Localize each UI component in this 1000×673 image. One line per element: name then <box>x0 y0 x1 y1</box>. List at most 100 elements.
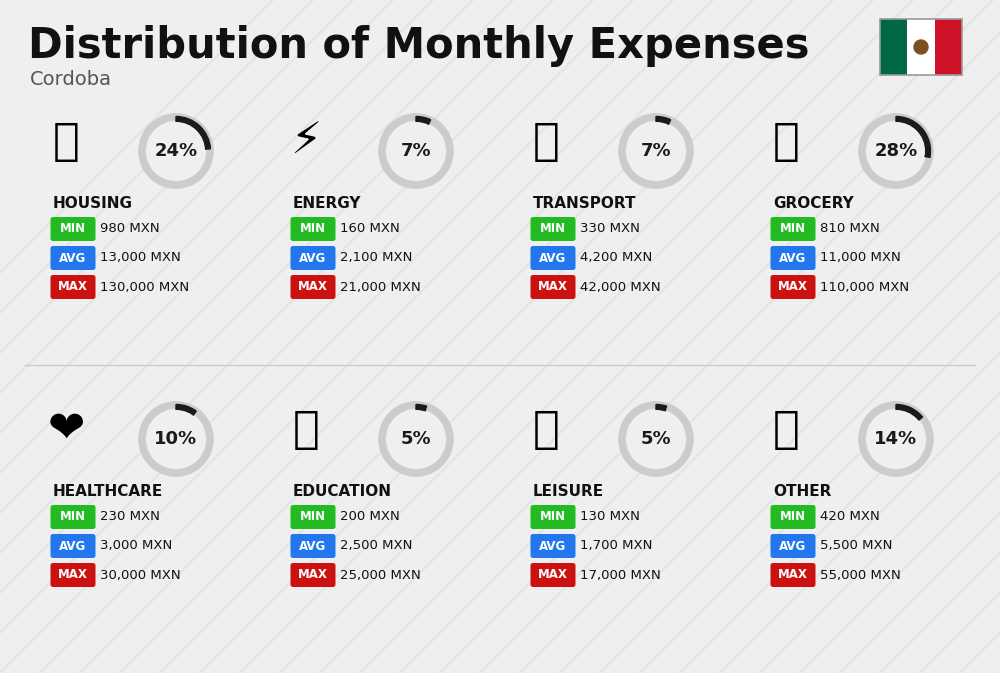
FancyBboxPatch shape <box>290 534 336 558</box>
Text: HOUSING: HOUSING <box>53 196 133 211</box>
Text: ENERGY: ENERGY <box>293 196 362 211</box>
FancyBboxPatch shape <box>290 275 336 299</box>
Text: 11,000 MXN: 11,000 MXN <box>820 252 901 264</box>
FancyBboxPatch shape <box>530 275 576 299</box>
Text: ⚡: ⚡ <box>290 120 322 162</box>
Bar <box>935 19 962 75</box>
FancyBboxPatch shape <box>770 275 816 299</box>
Text: AVG: AVG <box>59 540 87 553</box>
FancyBboxPatch shape <box>290 505 336 529</box>
Text: 13,000 MXN: 13,000 MXN <box>100 252 181 264</box>
Text: 160 MXN: 160 MXN <box>340 223 400 236</box>
FancyBboxPatch shape <box>50 217 96 241</box>
Text: 130,000 MXN: 130,000 MXN <box>100 281 189 293</box>
Text: 🚌: 🚌 <box>533 120 559 162</box>
Text: 24%: 24% <box>154 142 198 160</box>
Text: 💰: 💰 <box>773 407 799 450</box>
Text: 4,200 MXN: 4,200 MXN <box>580 252 652 264</box>
Text: Distribution of Monthly Expenses: Distribution of Monthly Expenses <box>28 25 810 67</box>
Text: 980 MXN: 980 MXN <box>100 223 160 236</box>
Text: MIN: MIN <box>300 511 326 524</box>
Text: AVG: AVG <box>299 252 327 264</box>
Circle shape <box>914 40 928 54</box>
Text: 55,000 MXN: 55,000 MXN <box>820 569 901 581</box>
Text: AVG: AVG <box>779 540 807 553</box>
Text: 200 MXN: 200 MXN <box>340 511 400 524</box>
Wedge shape <box>416 404 427 411</box>
Circle shape <box>147 410 205 468</box>
Text: 3,000 MXN: 3,000 MXN <box>100 540 172 553</box>
Text: 130 MXN: 130 MXN <box>580 511 640 524</box>
FancyBboxPatch shape <box>50 246 96 270</box>
Text: TRANSPORT: TRANSPORT <box>533 196 637 211</box>
FancyBboxPatch shape <box>530 534 576 558</box>
Text: AVG: AVG <box>539 540 567 553</box>
FancyBboxPatch shape <box>50 505 96 529</box>
Text: MAX: MAX <box>538 281 568 293</box>
FancyBboxPatch shape <box>770 246 816 270</box>
Wedge shape <box>416 116 431 125</box>
Text: AVG: AVG <box>779 252 807 264</box>
Text: 🏢: 🏢 <box>53 120 79 162</box>
Wedge shape <box>656 116 671 125</box>
Text: MAX: MAX <box>538 569 568 581</box>
Text: 42,000 MXN: 42,000 MXN <box>580 281 661 293</box>
Wedge shape <box>176 116 210 149</box>
Circle shape <box>387 410 445 468</box>
Text: Cordoba: Cordoba <box>30 70 112 89</box>
Text: 110,000 MXN: 110,000 MXN <box>820 281 909 293</box>
FancyBboxPatch shape <box>770 563 816 587</box>
Text: 2,500 MXN: 2,500 MXN <box>340 540 412 553</box>
Circle shape <box>867 410 925 468</box>
Text: 10%: 10% <box>154 430 198 448</box>
Text: 🎓: 🎓 <box>293 407 319 450</box>
Text: 2,100 MXN: 2,100 MXN <box>340 252 412 264</box>
Circle shape <box>627 410 685 468</box>
Bar <box>907 19 935 75</box>
FancyBboxPatch shape <box>530 505 576 529</box>
Text: MIN: MIN <box>60 511 86 524</box>
Text: 21,000 MXN: 21,000 MXN <box>340 281 421 293</box>
Text: 25,000 MXN: 25,000 MXN <box>340 569 421 581</box>
FancyBboxPatch shape <box>770 505 816 529</box>
Text: MAX: MAX <box>298 281 328 293</box>
Text: 1,700 MXN: 1,700 MXN <box>580 540 652 553</box>
Wedge shape <box>176 404 196 415</box>
Text: AVG: AVG <box>299 540 327 553</box>
Text: 🛍: 🛍 <box>533 407 559 450</box>
Text: 28%: 28% <box>874 142 918 160</box>
Text: 17,000 MXN: 17,000 MXN <box>580 569 661 581</box>
Text: 420 MXN: 420 MXN <box>820 511 880 524</box>
Text: AVG: AVG <box>59 252 87 264</box>
Bar <box>880 19 907 75</box>
Text: 7%: 7% <box>401 142 431 160</box>
Text: LEISURE: LEISURE <box>533 484 604 499</box>
Text: 810 MXN: 810 MXN <box>820 223 880 236</box>
FancyBboxPatch shape <box>530 217 576 241</box>
Text: 🛒: 🛒 <box>773 120 799 162</box>
Text: MIN: MIN <box>780 223 806 236</box>
Text: HEALTHCARE: HEALTHCARE <box>53 484 163 499</box>
FancyBboxPatch shape <box>290 246 336 270</box>
Text: EDUCATION: EDUCATION <box>293 484 392 499</box>
FancyBboxPatch shape <box>770 217 816 241</box>
Text: 5%: 5% <box>641 430 671 448</box>
FancyBboxPatch shape <box>50 534 96 558</box>
Text: MIN: MIN <box>60 223 86 236</box>
Text: MIN: MIN <box>300 223 326 236</box>
Text: 5%: 5% <box>401 430 431 448</box>
Text: OTHER: OTHER <box>773 484 831 499</box>
Text: ❤: ❤ <box>47 407 85 450</box>
FancyBboxPatch shape <box>50 275 96 299</box>
Text: 7%: 7% <box>641 142 671 160</box>
Text: AVG: AVG <box>539 252 567 264</box>
FancyBboxPatch shape <box>530 563 576 587</box>
Text: MIN: MIN <box>780 511 806 524</box>
Text: MAX: MAX <box>778 281 808 293</box>
FancyBboxPatch shape <box>290 217 336 241</box>
Text: 30,000 MXN: 30,000 MXN <box>100 569 181 581</box>
Wedge shape <box>896 404 923 421</box>
Circle shape <box>627 122 685 180</box>
Wedge shape <box>896 116 930 157</box>
FancyBboxPatch shape <box>530 246 576 270</box>
